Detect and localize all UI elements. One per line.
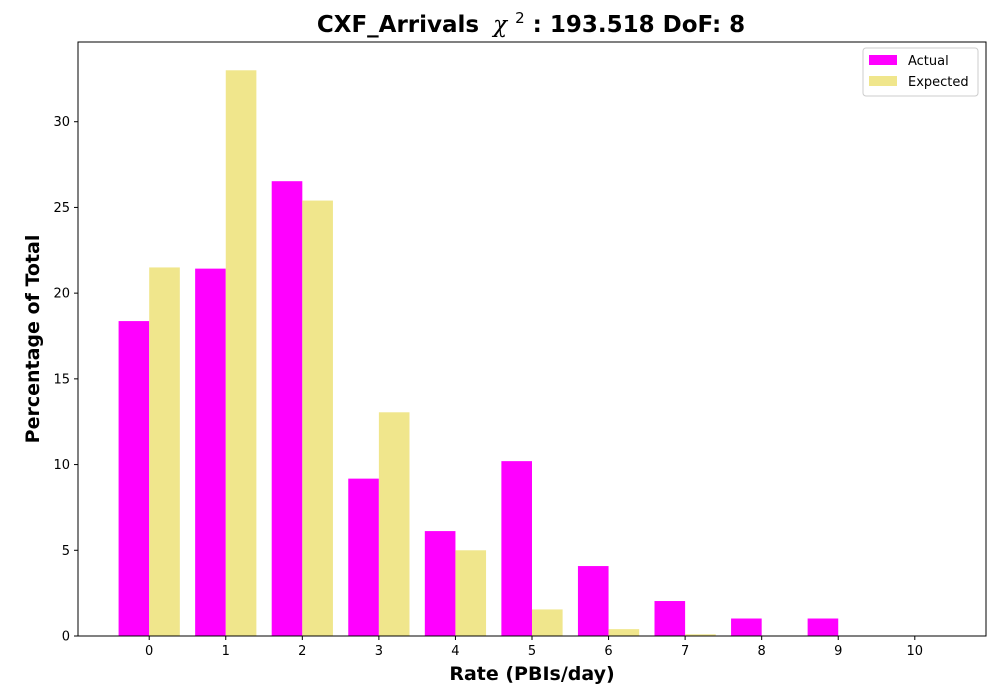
x-tick-label-6: 6 <box>604 644 612 659</box>
x-tick-label-9: 9 <box>834 644 842 659</box>
y-tick-label-5: 5 <box>62 544 70 559</box>
y-tick-label-15: 15 <box>53 372 70 387</box>
legend-label-actual: Actual <box>908 54 949 69</box>
bar-expected-0 <box>149 267 180 636</box>
bar-expected-5 <box>532 609 563 636</box>
x-tick-label-7: 7 <box>681 644 689 659</box>
bar-actual-6 <box>577 566 609 636</box>
chart-title: CXF_Arrivals χ 2 : 193.518 DoF: 8 <box>317 3 745 38</box>
bar-actual-9 <box>807 618 839 636</box>
bar-actual-2 <box>271 181 303 636</box>
bar-expected-3 <box>378 412 410 636</box>
chart-title-chi-symbol: χ <box>491 12 509 38</box>
legend-swatch-actual <box>869 55 897 65</box>
bar-actual-8 <box>731 618 762 636</box>
y-axis-label: Percentage of Total <box>22 235 44 444</box>
bar-actual-3 <box>348 478 379 636</box>
x-tick-label-3: 3 <box>375 644 383 659</box>
bar-expected-7 <box>685 634 716 636</box>
x-axis-label: Rate (PBIs/day) <box>449 663 614 685</box>
bar-actual-4 <box>424 531 456 636</box>
legend: Actual Expected <box>862 47 979 97</box>
x-tick-label-5: 5 <box>528 644 536 659</box>
x-tick-label-0: 0 <box>145 644 153 659</box>
bar-actual-0 <box>118 321 150 636</box>
y-tick-label-20: 20 <box>53 287 70 302</box>
plot-area: 0 1 2 3 4 5 6 7 8 9 10 0 5 10 15 20 25 30 <box>53 70 946 659</box>
chart-title-name: CXF_Arrivals <box>317 12 479 38</box>
legend-swatch-expected <box>869 76 897 86</box>
x-tick-label-2: 2 <box>298 644 306 659</box>
chart-title-chi-exponent: 2 <box>515 9 525 27</box>
y-tick-label-25: 25 <box>53 201 70 216</box>
plot-frame <box>77 41 987 637</box>
bar-actual-1 <box>195 268 226 636</box>
x-tick-label-1: 1 <box>222 644 230 659</box>
y-tick-label-30: 30 <box>53 115 70 130</box>
x-tick-label-4: 4 <box>451 644 459 659</box>
x-tick-label-8: 8 <box>758 644 766 659</box>
chart-title-stats: : 193.518 DoF: 8 <box>533 12 746 38</box>
y-tick-label-0: 0 <box>62 630 70 645</box>
bar-expected-6 <box>608 629 640 636</box>
bar-expected-4 <box>455 550 487 636</box>
bar-expected-2 <box>302 200 333 636</box>
legend-label-expected: Expected <box>908 75 969 90</box>
bar-actual-5 <box>501 461 532 636</box>
bar-expected-1 <box>225 70 257 637</box>
x-tick-label-10: 10 <box>907 644 924 659</box>
bar-actual-7 <box>654 601 686 636</box>
y-tick-label-10: 10 <box>53 458 70 473</box>
